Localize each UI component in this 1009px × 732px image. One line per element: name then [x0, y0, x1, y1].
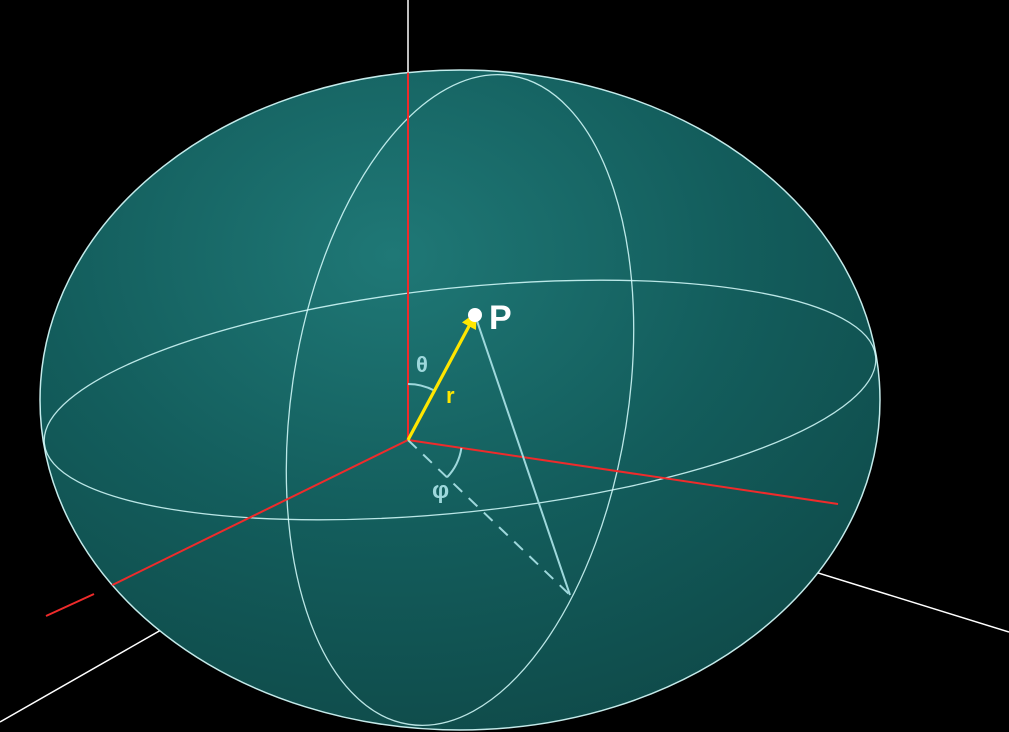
sphere-body: [40, 70, 880, 730]
label-theta: θ: [416, 352, 428, 377]
point-p-dot: [468, 308, 482, 322]
spherical-coords-diagram: Prθ φ: [0, 0, 1009, 732]
label-phi: φ: [432, 477, 449, 504]
axis-left-red-out: [46, 594, 94, 616]
label-p: P: [489, 299, 512, 337]
label-r: r: [446, 383, 455, 408]
